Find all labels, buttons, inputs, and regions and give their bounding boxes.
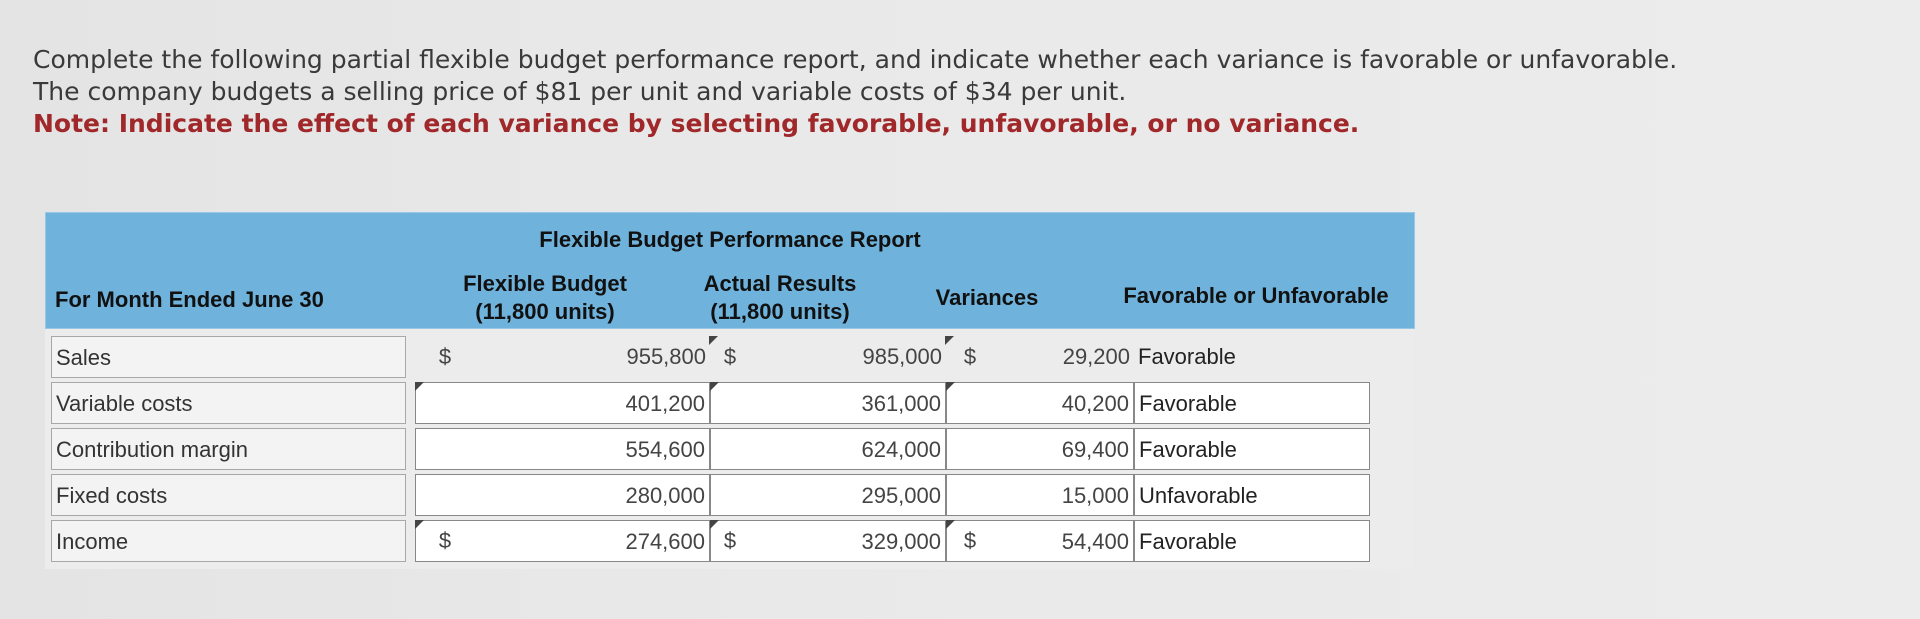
actual-results-value: 985,000 xyxy=(862,344,942,369)
table-row: Variable costs 401,200 361,000 40,200 Fa… xyxy=(45,382,1415,428)
actual-results-input[interactable]: 329,000 xyxy=(710,520,946,562)
variance-input[interactable]: 40,200 xyxy=(946,382,1134,424)
row-label: Variable costs xyxy=(51,382,406,424)
variance-input[interactable]: 29,200 xyxy=(1062,344,1130,369)
variances-header: Variances xyxy=(935,285,1039,310)
dropdown-marker-icon xyxy=(946,520,955,529)
table-row: Sales $ 955,800 $ 985,000 $ 29,200 Favor… xyxy=(45,336,1415,382)
variance-input[interactable]: 15,000 xyxy=(946,474,1134,516)
actual-results-label: Actual Results xyxy=(703,271,857,296)
dropdown-marker-icon xyxy=(946,382,955,391)
flexible-budget-input[interactable]: 274,600 xyxy=(415,520,710,562)
dropdown-marker-icon xyxy=(945,336,954,345)
instruction-line-1: Complete the following partial flexible … xyxy=(33,45,1678,74)
dropdown-marker-icon xyxy=(710,520,719,529)
row-label: Fixed costs xyxy=(51,474,406,516)
variance-effect-select[interactable]: Favorable xyxy=(1134,428,1370,470)
dropdown-marker-icon xyxy=(709,336,718,345)
actual-results-header: Actual Results (11,800 units) xyxy=(665,270,895,326)
instructions: Complete the following partial flexible … xyxy=(33,44,1883,140)
table-row: Income 274,600 $ 329,000 $ 54,400 $ Favo… xyxy=(45,520,1415,566)
flexible-budget-input[interactable]: 554,600 xyxy=(415,428,710,470)
dropdown-marker-icon xyxy=(710,382,719,391)
flexible-budget-label: Flexible Budget xyxy=(463,271,627,296)
variance-input[interactable]: 69,400 xyxy=(946,428,1134,470)
actual-results-input[interactable]: 624,000 xyxy=(710,428,946,470)
favorable-unfavorable-header: Favorable or Unfavorable xyxy=(1123,283,1389,308)
flexible-budget-header: Flexible Budget (11,800 units) xyxy=(430,270,660,326)
performance-report-table: Flexible Budget Performance Report For M… xyxy=(45,212,1415,569)
actual-results-units: (11,800 units) xyxy=(710,299,850,324)
variance-effect-select[interactable]: Favorable xyxy=(1134,382,1370,424)
dropdown-marker-icon xyxy=(415,520,424,529)
table-row: Contribution margin 554,600 624,000 69,4… xyxy=(45,428,1415,474)
flexible-budget-value: 955,800 xyxy=(626,344,706,369)
currency-symbol: $ xyxy=(438,528,452,553)
flexible-budget-units: (11,800 units) xyxy=(475,299,615,324)
variance-effect-select[interactable]: Favorable xyxy=(1134,520,1370,562)
table-header xyxy=(45,212,1415,329)
row-label: Income xyxy=(51,520,406,562)
instruction-line-2: The company budgets a selling price of $… xyxy=(33,77,1127,106)
currency-symbol: $ xyxy=(723,344,737,369)
flexible-budget-input[interactable]: 401,200 xyxy=(415,382,710,424)
report-title: Flexible Budget Performance Report xyxy=(539,227,921,252)
row-label: Sales xyxy=(51,336,406,378)
table-row: Fixed costs 280,000 295,000 15,000 Unfav… xyxy=(45,474,1415,520)
period-header: For Month Ended June 30 xyxy=(55,287,324,312)
actual-results-input[interactable]: 295,000 xyxy=(710,474,946,516)
variance-effect-select[interactable]: Favorable xyxy=(1138,344,1236,369)
variance-input[interactable]: 54,400 xyxy=(946,520,1134,562)
currency-symbol: $ xyxy=(438,344,452,369)
instruction-note: Note: Indicate the effect of each varian… xyxy=(33,109,1360,138)
currency-symbol: $ xyxy=(963,344,977,369)
row-label: Contribution margin xyxy=(51,428,406,470)
flexible-budget-input[interactable]: 280,000 xyxy=(415,474,710,516)
actual-results-input[interactable]: 361,000 xyxy=(710,382,946,424)
dropdown-marker-icon xyxy=(415,382,424,391)
currency-symbol: $ xyxy=(723,528,737,553)
variance-effect-select[interactable]: Unfavorable xyxy=(1134,474,1370,516)
currency-symbol: $ xyxy=(963,528,977,553)
